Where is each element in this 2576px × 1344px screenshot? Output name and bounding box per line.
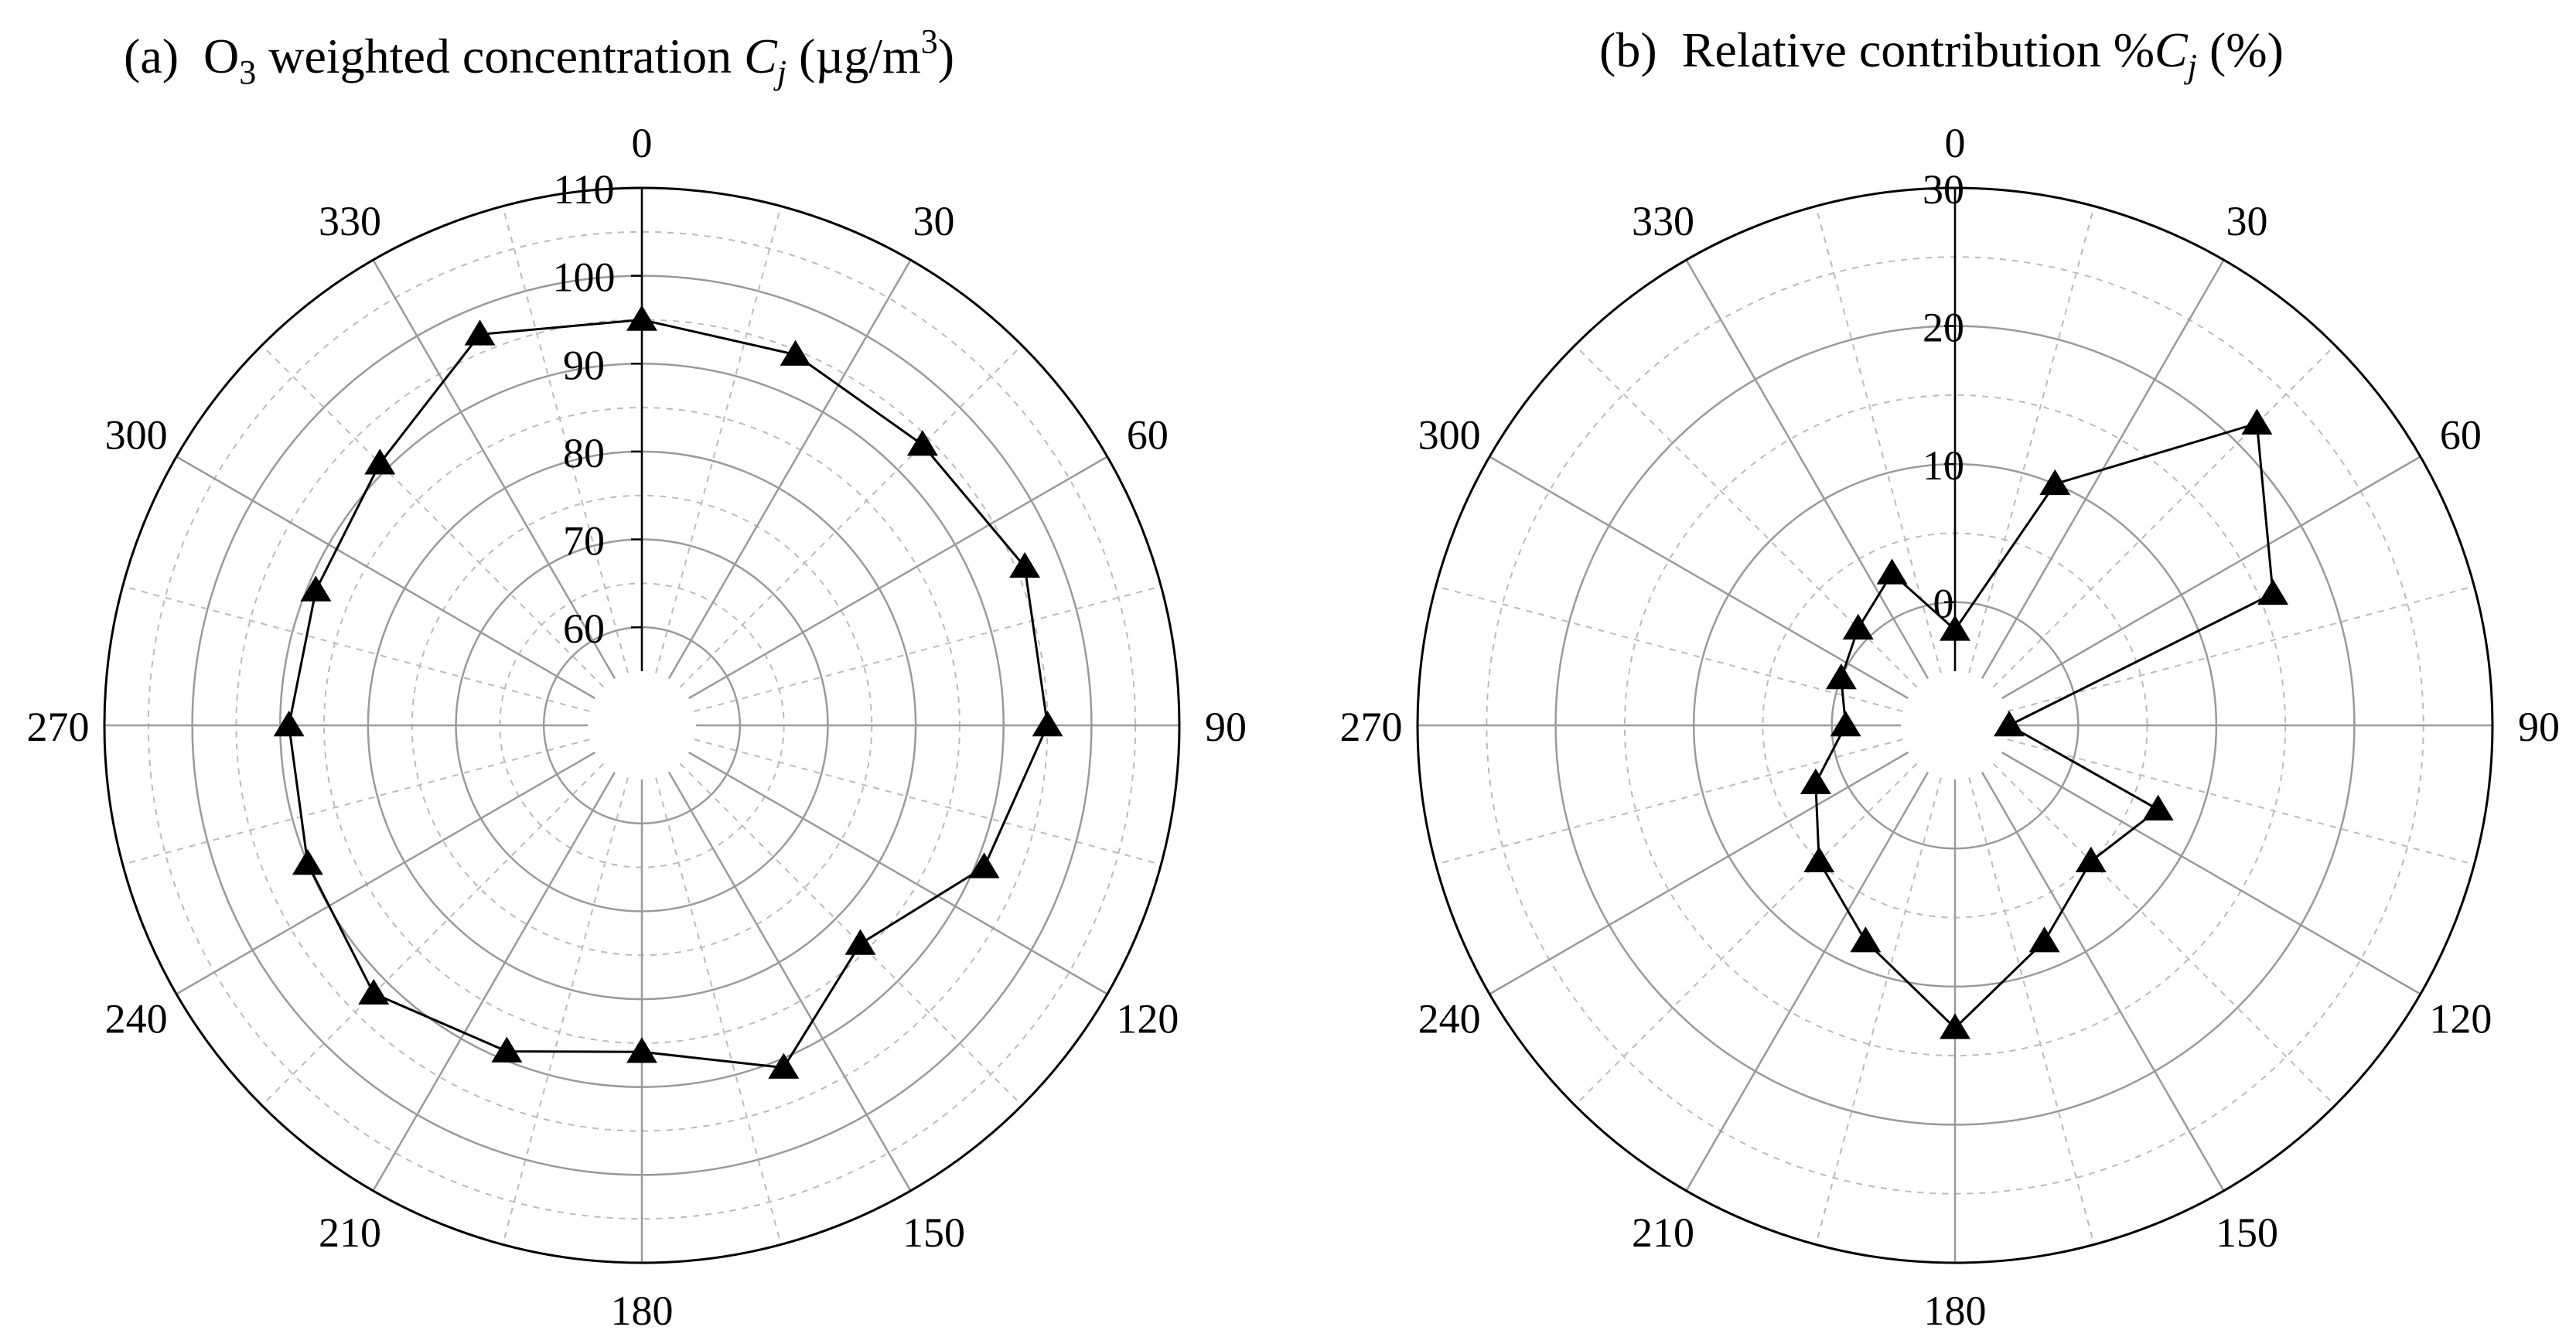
data-point-marker [780,339,811,366]
data-point-marker [358,978,390,1005]
angle-label: 330 [1632,198,1694,244]
angle-spoke [1685,771,1929,1192]
radial-tick-label: 10 [1923,442,1964,489]
minor-angle-spoke [1435,739,1903,865]
radial-tick-label: 90 [563,342,605,388]
radial-tick-label: 30 [1923,166,1964,213]
angle-spoke [667,771,912,1192]
angle-label: 0 [1945,120,1966,166]
data-point-marker [1876,558,1908,585]
angle-spoke [372,259,616,680]
angle-label: 300 [105,412,168,459]
data-point-marker [1842,613,1874,640]
angle-label: 300 [1418,412,1481,459]
angle-spoke [372,771,616,1192]
minor-angle-spoke [1435,585,1903,712]
angle-label: 150 [2216,1209,2278,1256]
angle-label: 30 [2226,198,2268,244]
data-point-marker [1009,551,1041,578]
angle-label: 180 [1924,1288,1987,1334]
angle-spoke [176,751,596,995]
data-point-marker [273,711,305,737]
data-point-marker [1830,711,1861,737]
angle-label: 240 [105,996,168,1042]
data-point-marker [844,929,876,955]
data-point-marker [491,1036,523,1063]
angle-label: 180 [611,1288,674,1334]
angle-label: 210 [319,1209,381,1256]
data-point-marker [1032,711,1063,737]
radial-tick-label: 100 [553,254,616,301]
angle-spoke [688,455,1108,700]
angle-label: 150 [902,1209,965,1256]
angle-spoke [688,751,1108,995]
angle-spoke [176,455,596,700]
data-point-marker [464,319,496,346]
minor-angle-spoke [1968,206,2095,674]
data-point-marker [2028,926,2060,953]
radial-tick-label: 20 [1923,305,1964,351]
data-point-marker [1803,846,1835,873]
angle-spoke [2001,455,2421,700]
minor-angle-spoke [2007,739,2475,865]
minor-angle-spoke [261,762,605,1107]
data-point-marker [768,1052,800,1079]
angle-spoke [1489,751,1909,995]
angle-label: 30 [913,198,955,244]
minor-angle-spoke [679,762,1023,1107]
angle-label: 120 [2429,996,2492,1042]
minor-angle-spoke [1992,344,2336,688]
data-point-marker [906,430,938,456]
radial-tick-label: 80 [563,430,605,476]
radial-tick-label: 110 [554,166,615,213]
minor-angle-spoke [1815,777,1942,1245]
angle-spoke [1685,259,1929,680]
angle-label: 270 [1340,704,1403,750]
angle-spoke [2001,751,2421,995]
angle-label: 210 [1632,1209,1694,1256]
angle-spoke [1489,455,1909,700]
data-point-marker [364,449,396,475]
angle-label: 120 [1116,996,1179,1042]
angle-spoke [1981,771,2225,1192]
data-point-marker [626,305,657,331]
polar-panel-a: 60 70 80 90 100 110 0 30 60 90 120 150 180 210 240 270 3… [27,120,1247,1334]
data-point-marker [2142,794,2174,821]
chart-title-b: (b) Relative contribution %Cj (%) [1599,22,2284,85]
radial-tick-label: 70 [563,518,605,565]
angle-label: 270 [27,704,90,750]
data-point-marker [1940,615,1970,641]
data-point-marker [292,848,323,875]
radial-tick-label: 60 [563,605,605,652]
minor-angle-spoke [1968,777,2095,1245]
data-point-marker [1850,926,1882,953]
data-point-marker [2241,408,2273,435]
angle-label: 240 [1418,996,1481,1042]
data-point-marker [1825,663,1857,690]
data-point-marker [2075,846,2107,873]
angle-label: 60 [2440,412,2482,459]
data-series-line [288,318,1049,1069]
data-point-marker [1940,1013,1970,1039]
data-point-marker [300,575,332,602]
data-point-marker [626,1037,657,1063]
data-point-marker [968,852,1000,878]
data-point-marker [2039,469,2071,496]
minor-angle-spoke [679,344,1023,688]
data-point-marker [1800,768,1831,794]
chart-title-a: (a) O3 weighted concentration Cj (µg/m3) [124,22,955,91]
angle-label: 0 [632,120,653,166]
minor-angle-spoke [1815,206,1942,674]
data-point-marker [1994,711,2025,737]
angle-label: 330 [319,198,381,244]
angle-label: 60 [1127,412,1169,459]
angle-label: 90 [2518,704,2560,750]
angle-spoke [667,259,912,680]
angle-label: 90 [1205,704,1247,750]
data-point-marker [2257,578,2289,605]
